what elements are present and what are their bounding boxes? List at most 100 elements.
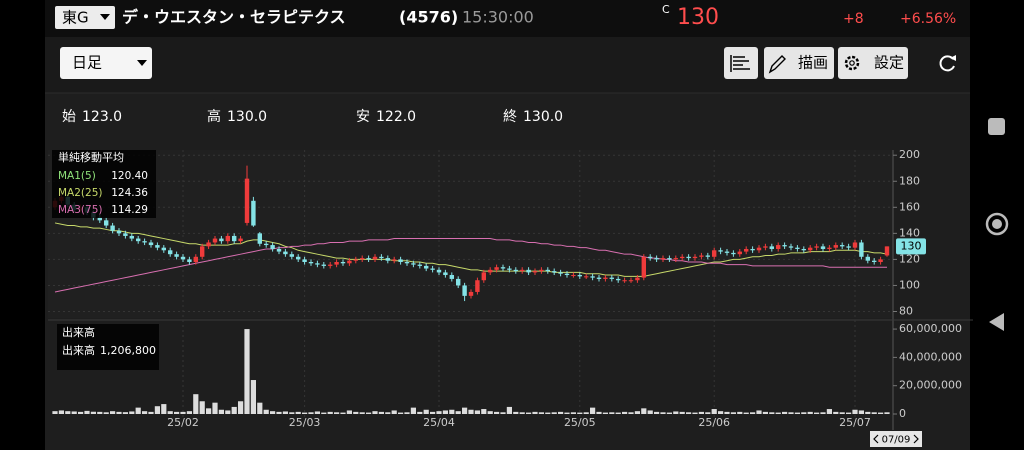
- candle-body: [769, 246, 774, 249]
- volume-bar: [839, 412, 845, 414]
- volume-bar: [878, 412, 884, 414]
- candle-body: [276, 248, 282, 252]
- volume-bar: [423, 409, 429, 414]
- candle-body: [270, 245, 275, 249]
- cursor-next[interactable]: [913, 434, 919, 444]
- volume-bar: [487, 411, 493, 414]
- volume-bar: [295, 411, 301, 414]
- nav-recent[interactable]: [988, 118, 1005, 135]
- candle-body: [481, 272, 486, 281]
- volume-bar: [334, 412, 340, 414]
- volume-bar: [321, 412, 327, 414]
- y-tick-label: 100: [899, 278, 920, 291]
- ohlc-label: 始: [62, 109, 76, 125]
- volume-bar: [673, 411, 679, 414]
- indicator-button[interactable]: [724, 47, 758, 79]
- candle-body: [699, 255, 704, 257]
- candle-body: [116, 230, 122, 234]
- candle-body: [206, 242, 211, 247]
- volume-bar: [148, 411, 154, 414]
- volume-bar: [526, 412, 532, 414]
- candle-body: [161, 247, 166, 251]
- volume-bar: [257, 402, 263, 414]
- volume-bar: [801, 412, 807, 414]
- volume-bar: [820, 412, 826, 414]
- candle-body: [750, 248, 755, 251]
- candle-body: [334, 262, 339, 265]
- volume-bar: [270, 411, 276, 414]
- volume-bar: [807, 411, 813, 414]
- period-select[interactable]: [60, 47, 152, 79]
- candle-body: [539, 269, 544, 272]
- volume-bar: [314, 411, 320, 414]
- candle-body: [494, 267, 499, 270]
- refresh-icon[interactable]: [939, 55, 955, 72]
- ma-legend: [52, 150, 156, 218]
- nav-home-dot: [992, 219, 1002, 229]
- pencil-icon: [768, 55, 786, 74]
- volume-bar: [762, 411, 768, 414]
- nav-back[interactable]: [989, 313, 1004, 331]
- candle-body: [392, 259, 397, 261]
- candle-body: [360, 258, 365, 260]
- candle-body: [283, 251, 288, 255]
- candle-body: [520, 269, 525, 272]
- volume-bar: [308, 412, 314, 414]
- candle-body: [756, 247, 762, 251]
- volume-bar: [756, 410, 762, 414]
- plot: 80 100 120 140 160 180 200 0 20,000,000 40,000,00…: [48, 148, 973, 430]
- volume-bar: [718, 411, 724, 414]
- dropdown-arrow: [100, 14, 110, 20]
- candle-body: [641, 256, 646, 278]
- candle-body: [142, 241, 147, 243]
- volume-bar: [231, 406, 237, 414]
- volume-bar: [289, 412, 295, 414]
- period: 日足: [72, 54, 102, 72]
- candle-body: [865, 256, 870, 261]
- volume-bar: [65, 411, 71, 414]
- candle-body: [136, 238, 141, 242]
- volume-bar: [737, 411, 743, 414]
- volume-bar: [519, 412, 525, 414]
- volume-bar: [871, 412, 877, 414]
- volume-bar: [417, 411, 423, 414]
- volume-bar: [865, 411, 871, 414]
- candle-body: [507, 268, 512, 270]
- volume-bar: [167, 411, 173, 414]
- x-tick-label: 25/03: [289, 416, 321, 429]
- y-tick-label: 80: [899, 304, 913, 317]
- candle-body: [500, 267, 506, 269]
- candle-body: [462, 285, 467, 296]
- cursor-prev[interactable]: [873, 434, 879, 444]
- candle-body: [449, 275, 454, 279]
- market: 東G: [62, 9, 89, 27]
- cursor-date: 07/09: [882, 435, 911, 446]
- candle-body: [212, 238, 218, 243]
- candle-body: [251, 200, 256, 226]
- candle-body: [705, 255, 710, 257]
- volume-bar: [788, 412, 794, 414]
- ma-line: [54, 222, 888, 277]
- candle-body: [545, 269, 550, 272]
- nav-home[interactable]: [985, 212, 1009, 236]
- candle-body: [686, 256, 691, 259]
- ohlc-value: 122.0: [376, 109, 416, 125]
- ohlc-value: 123.0: [82, 109, 122, 125]
- volume-bar: [474, 410, 480, 414]
- candle-body: [680, 256, 685, 259]
- x-tick-label: 25/07: [839, 416, 871, 429]
- volume-bar: [628, 412, 634, 414]
- candle-body: [616, 278, 621, 281]
- settings-button[interactable]: [838, 47, 908, 79]
- candle-body: [872, 260, 877, 262]
- draw-button[interactable]: [764, 47, 834, 79]
- market-select[interactable]: [55, 6, 115, 29]
- candle-body: [97, 217, 102, 221]
- candle-body: [673, 258, 678, 260]
- volume-bar: [116, 411, 122, 414]
- candle-body: [443, 272, 448, 276]
- candle-body: [590, 276, 595, 278]
- volume-bar: [398, 412, 404, 414]
- draw-label: 描画: [798, 54, 828, 72]
- volume-bar: [532, 411, 538, 414]
